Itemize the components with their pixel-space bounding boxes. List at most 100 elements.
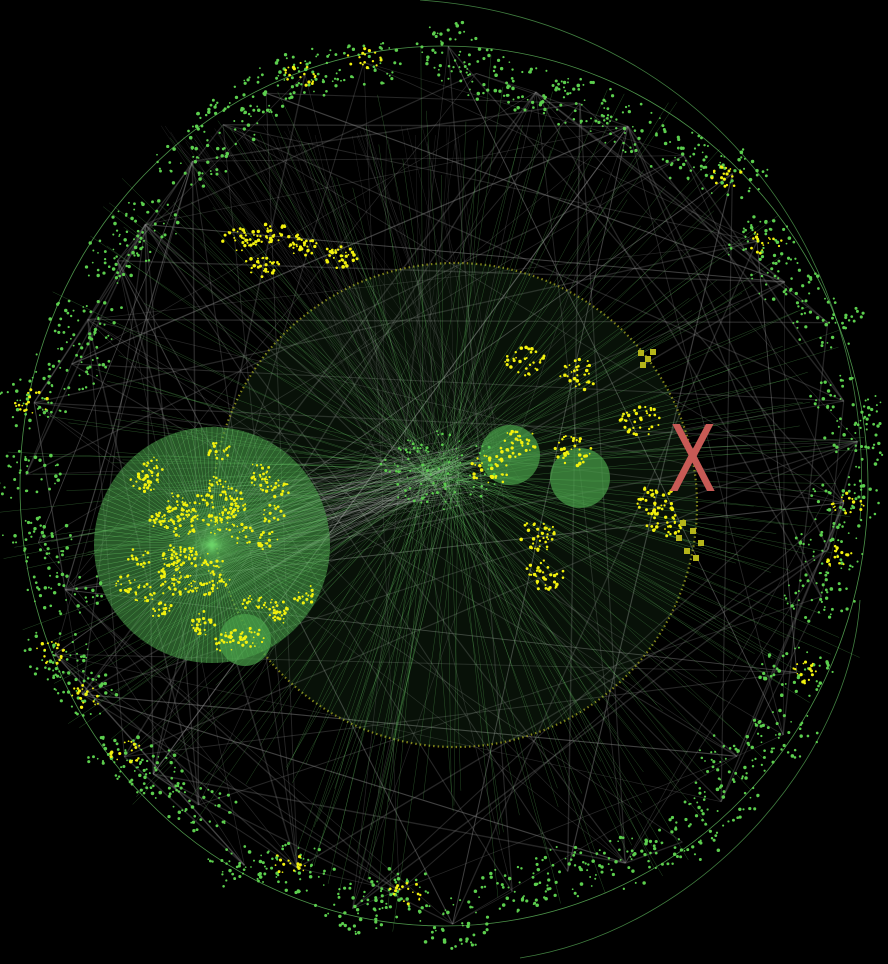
graph-node — [634, 881, 637, 884]
graph-node — [853, 423, 857, 426]
graph-node — [655, 525, 659, 529]
graph-node — [423, 940, 428, 944]
graph-node — [116, 271, 120, 275]
graph-node — [847, 496, 851, 500]
graph-node — [78, 342, 81, 346]
gray-edge — [627, 126, 784, 735]
graph-node — [321, 80, 326, 84]
graph-node — [725, 183, 729, 187]
gray-edge — [222, 124, 844, 504]
graph-node — [237, 641, 241, 645]
graph-node — [289, 92, 292, 96]
graph-node — [139, 562, 143, 566]
green-edge — [141, 409, 447, 480]
green-edge — [451, 121, 467, 485]
graph-node — [115, 584, 117, 587]
graph-node — [672, 852, 677, 856]
green-edge — [356, 483, 437, 855]
graph-node — [523, 895, 525, 897]
left-hub-yellow-cluster — [273, 604, 289, 624]
graph-node — [712, 760, 716, 764]
gray-edge — [54, 653, 400, 892]
graph-node — [472, 472, 476, 476]
graph-node — [204, 113, 208, 117]
green-edge — [318, 455, 452, 850]
graph-node — [246, 541, 249, 544]
graph-node — [388, 887, 392, 891]
graph-node — [206, 563, 210, 567]
graph-node — [447, 461, 451, 464]
graph-node — [136, 472, 141, 476]
graph-node — [674, 156, 676, 159]
graph-node — [630, 858, 633, 861]
graph-node — [649, 165, 653, 168]
gray-edge — [222, 142, 458, 454]
graph-node — [56, 571, 59, 574]
graph-node — [610, 94, 615, 98]
graph-node — [241, 497, 244, 501]
graph-node — [218, 479, 222, 483]
close-x-icon[interactable]: X — [667, 406, 717, 513]
graph-node — [157, 199, 161, 203]
graph-node — [191, 516, 195, 519]
green-edge — [378, 144, 421, 458]
graph-node — [168, 506, 172, 509]
graph-node — [161, 515, 164, 518]
graph-node — [684, 817, 688, 822]
graph-node — [470, 38, 473, 41]
graph-node — [640, 849, 644, 853]
graph-node — [486, 88, 490, 92]
graph-node — [86, 342, 90, 346]
graph-node — [654, 133, 658, 137]
graph-node — [183, 547, 187, 552]
peripheral-cluster — [313, 882, 392, 936]
graph-node — [762, 246, 765, 250]
graph-node — [111, 215, 115, 219]
graph-node — [852, 506, 856, 510]
graph-node — [338, 914, 342, 919]
graph-node — [65, 598, 68, 601]
graph-node — [160, 468, 164, 471]
graph-node — [85, 304, 88, 308]
graph-node — [168, 609, 171, 612]
green-edge — [95, 369, 422, 475]
graph-node — [241, 120, 244, 123]
graph-node — [363, 890, 366, 894]
graph-node — [380, 899, 384, 904]
graph-node — [47, 586, 50, 589]
gray-edge — [454, 128, 496, 461]
graph-node — [282, 514, 286, 518]
graph-node — [832, 297, 835, 300]
graph-node — [732, 184, 736, 187]
graph-node — [715, 787, 720, 792]
graph-node — [829, 383, 832, 387]
left-hub-yellow-cluster — [238, 626, 265, 648]
graph-node — [215, 172, 219, 176]
graph-node — [1, 534, 4, 537]
graph-node — [446, 28, 450, 32]
graph-node — [93, 327, 98, 332]
graph-node — [856, 560, 859, 563]
green-edge — [456, 478, 784, 686]
graph-node — [215, 648, 219, 651]
green-edge — [448, 456, 764, 759]
graph-node — [280, 492, 284, 496]
graph-node — [310, 82, 314, 85]
green-edge — [248, 135, 454, 459]
graph-node — [116, 748, 120, 751]
graph-node — [97, 316, 100, 319]
peripheral-cluster — [52, 669, 119, 717]
graph-node — [270, 866, 274, 870]
peripheral-yellow-cluster — [274, 854, 306, 874]
graph-node — [374, 917, 378, 921]
graph-node — [520, 898, 524, 902]
graph-node — [162, 557, 165, 560]
hub-spoke — [211, 438, 264, 546]
graph-node — [48, 317, 52, 321]
graph-node — [25, 402, 28, 406]
graph-node — [240, 632, 243, 635]
graph-node — [580, 103, 583, 106]
graph-node — [677, 529, 681, 533]
graph-node — [671, 862, 674, 865]
green-edge — [424, 473, 678, 791]
